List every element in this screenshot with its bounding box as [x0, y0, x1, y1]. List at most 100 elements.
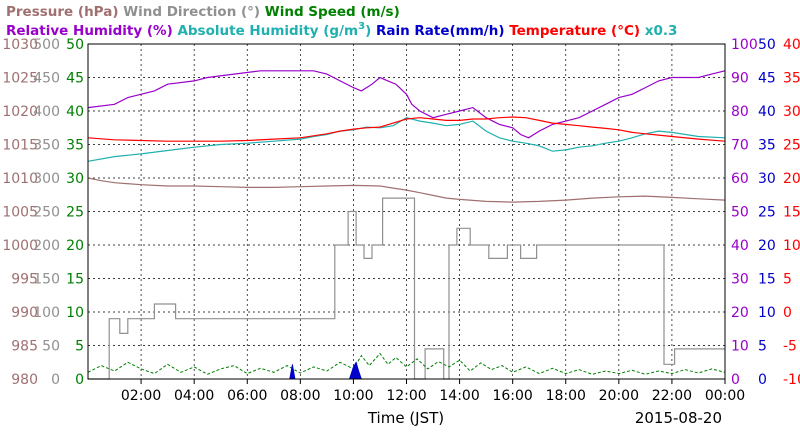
x-tick-label: 22:00 [652, 388, 692, 404]
y-tick-temperature: 5 [783, 272, 792, 288]
y-tick-wind-direction: 250 [33, 205, 60, 221]
x-axis-label: Time (JST) [367, 409, 444, 427]
y-tick-relative-humidity: 20 [731, 305, 749, 321]
y-tick-rain-rate: 50 [758, 37, 776, 53]
y-tick-wind-direction: 450 [33, 71, 60, 87]
y-tick-wind-direction: 100 [33, 305, 60, 321]
legend-row: Pressure (hPa) Wind Direction (°) Wind S… [6, 4, 400, 20]
y-tick-wind-direction: 400 [33, 104, 60, 120]
y-tick-wind-direction: 300 [33, 171, 60, 187]
y-tick-temperature: 0 [783, 305, 792, 321]
y-tick-relative-humidity: 80 [731, 104, 749, 120]
y-tick-temperature: 30 [783, 104, 800, 120]
y-tick-wind-speed: 50 [66, 37, 84, 53]
y-tick-pressure: 995 [11, 272, 38, 288]
legend-suffix: ) [365, 23, 371, 39]
series-temperature [87, 116, 726, 142]
x-tick-label: 04:00 [174, 388, 214, 404]
y-tick-relative-humidity: 50 [731, 205, 749, 221]
y-tick-relative-humidity: 100 [731, 37, 758, 53]
legend-row: Relative Humidity (%) Absolute Humidity … [6, 21, 677, 39]
y-tick-pressure: 1025 [2, 71, 38, 87]
y-tick-temperature: -10 [783, 372, 800, 388]
x-tick-label: 10:00 [333, 388, 373, 404]
y-tick-relative-humidity: 90 [731, 71, 749, 87]
y-tick-wind-direction: 500 [33, 37, 60, 53]
legend-entry: Relative Humidity (%) [6, 23, 173, 39]
x-tick-label: 12:00 [386, 388, 426, 404]
legend-entry: x0.3 [640, 23, 677, 39]
y-tick-wind-speed: 30 [66, 171, 84, 187]
legend-entry: Absolute Humidity (g/m [173, 23, 358, 39]
x-tick-label: 16:00 [492, 388, 532, 404]
axis-layer: 9809859909951000100510101015102010251030… [2, 37, 800, 388]
x-tick-label: 08:00 [280, 388, 320, 404]
y-tick-relative-humidity: 40 [731, 238, 749, 254]
y-tick-wind-direction: 0 [51, 372, 60, 388]
legend: Pressure (hPa) Wind Direction (°) Wind S… [6, 4, 677, 39]
series-layer [87, 70, 726, 380]
y-tick-pressure: 1020 [2, 104, 38, 120]
y-tick-rain-rate: 25 [758, 205, 776, 221]
y-tick-wind-speed: 5 [75, 339, 84, 355]
legend-entry: Pressure (hPa) [6, 4, 119, 20]
y-tick-temperature: 20 [783, 171, 800, 187]
y-tick-temperature: 35 [783, 71, 800, 87]
y-tick-wind-direction: 150 [33, 272, 60, 288]
series-wind-direction [88, 197, 725, 380]
series-rain-rate [87, 117, 726, 162]
y-tick-pressure: 1030 [2, 37, 38, 53]
series-wind-speed [87, 352, 726, 375]
legend-entry: Wind Speed (m/s) [260, 4, 400, 20]
y-tick-temperature: -5 [783, 339, 797, 355]
y-tick-wind-speed: 10 [66, 305, 84, 321]
y-tick-rain-rate: 15 [758, 272, 776, 288]
y-tick-wind-speed: 35 [66, 138, 84, 154]
series-pressure [87, 177, 726, 203]
y-tick-wind-direction: 350 [33, 138, 60, 154]
y-tick-pressure: 1010 [2, 171, 38, 187]
y-tick-relative-humidity: 0 [731, 372, 740, 388]
y-tick-wind-direction: 50 [42, 339, 60, 355]
legend-superscript: 3 [358, 21, 365, 32]
x-tick-label: 06:00 [227, 388, 267, 404]
y-tick-wind-speed: 40 [66, 104, 84, 120]
y-tick-wind-speed: 45 [66, 71, 84, 87]
legend-entry: Rain Rate(mm/h) [371, 23, 504, 39]
y-tick-temperature: 40 [783, 37, 800, 53]
y-tick-relative-humidity: 30 [731, 272, 749, 288]
y-tick-rain-rate: 10 [758, 305, 776, 321]
y-tick-rain-rate: 45 [758, 71, 776, 87]
y-tick-temperature: 10 [783, 238, 800, 254]
y-tick-temperature: 25 [783, 138, 800, 154]
y-tick-rain-rate: 5 [758, 339, 767, 355]
y-tick-relative-humidity: 10 [731, 339, 749, 355]
y-tick-wind-speed: 15 [66, 272, 84, 288]
date-label: 2015-08-20 [635, 409, 722, 427]
y-tick-rain-rate: 40 [758, 104, 776, 120]
y-tick-pressure: 990 [11, 305, 38, 321]
x-tick-label: 00:00 [705, 388, 745, 404]
y-tick-rain-rate: 0 [758, 372, 767, 388]
y-tick-wind-speed: 25 [66, 205, 84, 221]
y-tick-pressure: 985 [11, 339, 38, 355]
legend-entry: Temperature (°C) [505, 23, 641, 39]
y-tick-relative-humidity: 60 [731, 171, 749, 187]
x-tick-label: 18:00 [546, 388, 586, 404]
y-tick-wind-speed: 20 [66, 238, 84, 254]
y-tick-rain-rate: 35 [758, 138, 776, 154]
y-tick-pressure: 1000 [2, 238, 38, 254]
x-axis: 02:00 04:00 06:00 08:00 10:00 12:00 14:00 16:00… [121, 379, 745, 404]
x-tick-label: 02:00 [121, 388, 161, 404]
legend-entry: Wind Direction (°) [119, 4, 261, 20]
y-tick-wind-direction: 200 [33, 238, 60, 254]
y-tick-pressure: 1005 [2, 205, 38, 221]
y-tick-rain-rate: 30 [758, 171, 776, 187]
y-tick-pressure: 1015 [2, 138, 38, 154]
series-relative-humidity [87, 70, 726, 139]
x-tick-label: 14:00 [439, 388, 479, 404]
x-tick-label: 20:00 [599, 388, 639, 404]
y-tick-relative-humidity: 70 [731, 138, 749, 154]
